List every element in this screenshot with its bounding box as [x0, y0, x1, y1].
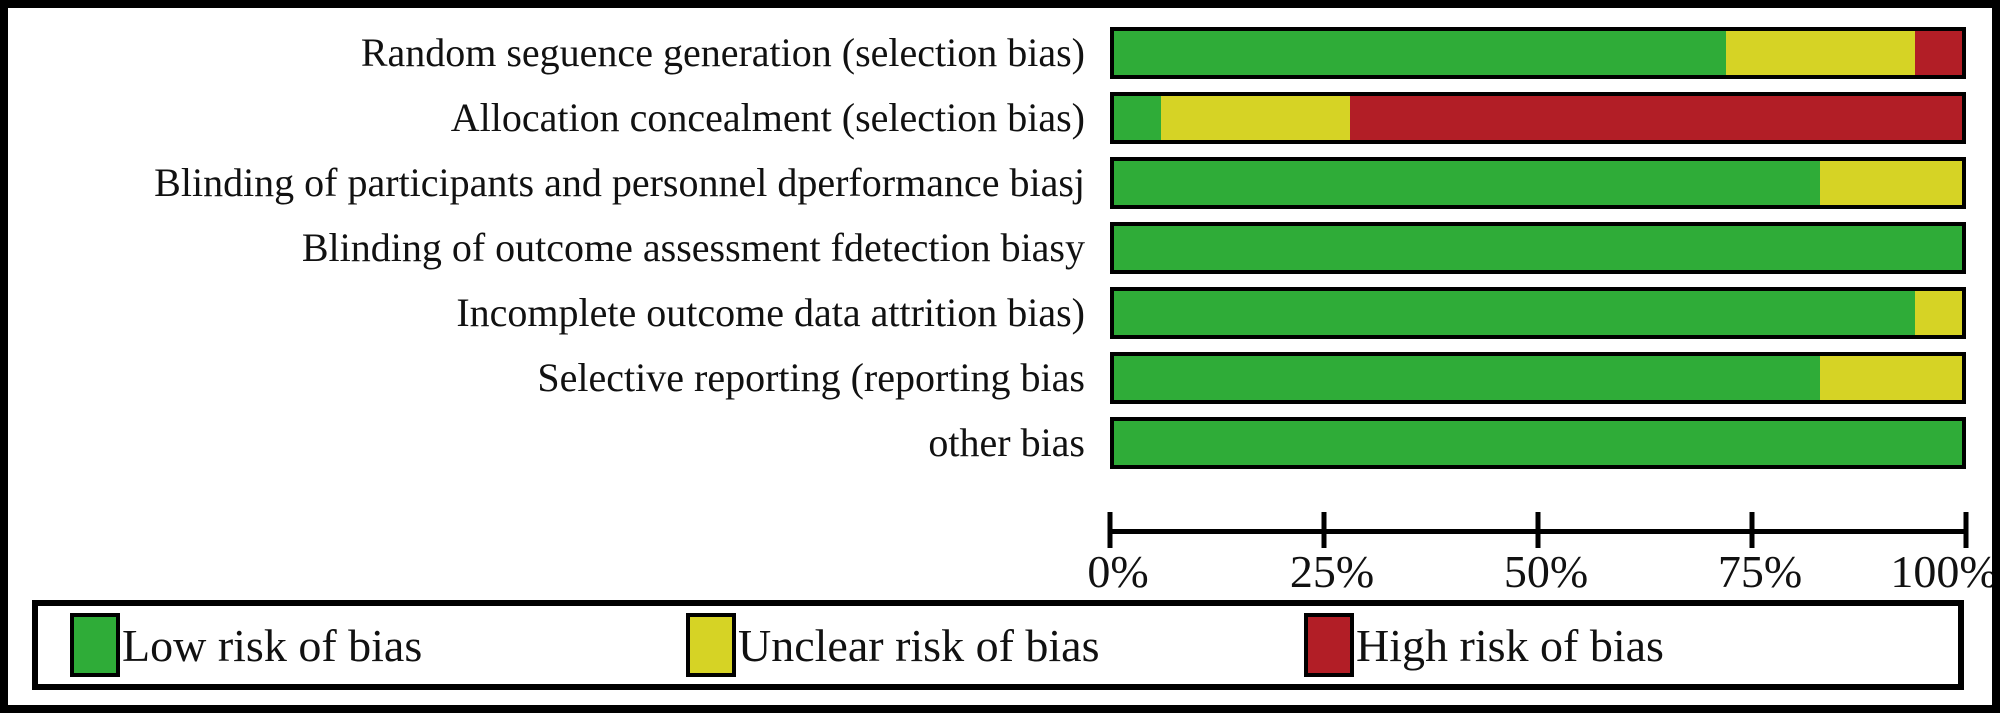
axis-tick-label: 75% — [1717, 546, 1803, 597]
bias-row: Random seguence generation (selection bi… — [0, 27, 2000, 79]
bar-segment-low-risk — [1114, 356, 1821, 400]
bias-row: Incomplete outcome data attrition bias) — [0, 287, 2000, 339]
axis-tick — [1749, 512, 1755, 548]
stacked-bar — [1110, 352, 1966, 404]
axis-tick — [1321, 512, 1327, 548]
axis-tick-label: 25% — [1289, 546, 1375, 597]
bar-segment-high-risk — [1914, 31, 1962, 75]
bar-segment-low-risk — [1114, 31, 1727, 75]
bar-segment-unclear-risk — [1914, 291, 1962, 335]
bar-segment-low-risk — [1114, 96, 1162, 140]
axis-tick — [1535, 512, 1541, 548]
category-label: Selective reporting (reporting bias — [537, 355, 1085, 400]
bias-row: Blinding of outcome assessment fdetectio… — [0, 222, 2000, 274]
bar-segment-unclear-risk — [1820, 161, 1962, 205]
legend-swatch-icon — [1304, 613, 1354, 677]
bar-segment-low-risk — [1114, 161, 1821, 205]
axis-tick-label: 100% — [1890, 546, 1998, 597]
bar-segment-unclear-risk — [1161, 96, 1350, 140]
bar-segment-low-risk — [1114, 421, 1962, 465]
legend-entry: Unclear risk of bias — [686, 606, 1100, 684]
category-label: Incomplete outcome data attrition bias) — [456, 290, 1085, 335]
bar-segment-unclear-risk — [1726, 31, 1915, 75]
bias-row: Selective reporting (reporting bias — [0, 352, 2000, 404]
category-label: Random seguence generation (selection bi… — [360, 30, 1085, 75]
axis-tick — [1963, 512, 1969, 548]
axis-tick — [1107, 512, 1113, 548]
legend-entry: High risk of bias — [1304, 606, 1664, 684]
stacked-bar — [1110, 287, 1966, 339]
category-label: other bias — [928, 420, 1085, 465]
legend-label: Low risk of bias — [122, 619, 423, 671]
stacked-bar — [1110, 222, 1966, 274]
stacked-bar — [1110, 27, 1966, 79]
legend-box: Low risk of bias Unclear risk of bias High… — [32, 600, 1964, 690]
category-label: Blinding of participants and personnel d… — [154, 160, 1085, 205]
stacked-bar — [1110, 417, 1966, 469]
legend-swatch-icon — [70, 613, 120, 677]
bias-row: Allocation concealment (selection bias) — [0, 92, 2000, 144]
axis-tick-label: 50% — [1503, 546, 1589, 597]
legend-entry: Low risk of bias — [70, 606, 422, 684]
stacked-bar — [1110, 157, 1966, 209]
bias-row: Blinding of participants and personnel d… — [0, 157, 2000, 209]
legend-swatch-icon — [686, 613, 736, 677]
bias-row: other bias — [0, 417, 2000, 469]
bar-segment-unclear-risk — [1820, 356, 1962, 400]
bar-segment-high-risk — [1349, 96, 1962, 140]
legend-label: Unclear risk of bias — [738, 619, 1100, 671]
legend-label: High risk of bias — [1356, 619, 1664, 671]
axis-tick-label: 0% — [1087, 546, 1149, 597]
stacked-bar — [1110, 92, 1966, 144]
category-label: Blinding of outcome assessment fdetectio… — [301, 225, 1085, 270]
category-label: Allocation concealment (selection bias) — [450, 95, 1085, 140]
bar-segment-low-risk — [1114, 226, 1962, 270]
bar-segment-low-risk — [1114, 291, 1915, 335]
